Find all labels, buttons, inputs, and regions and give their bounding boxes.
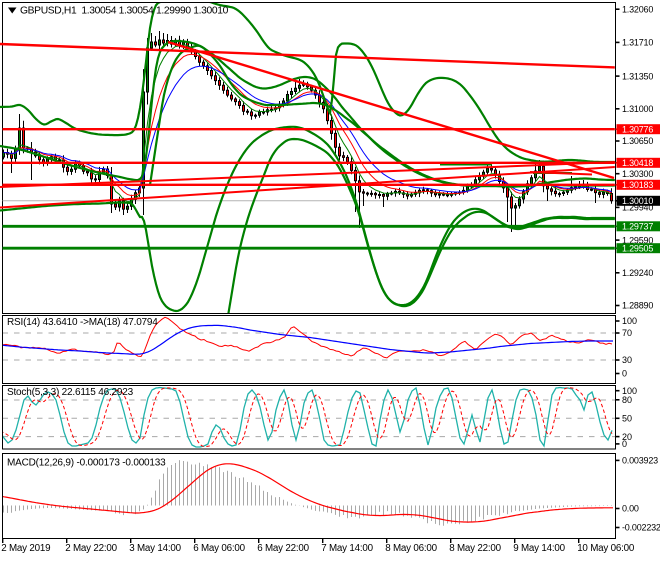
svg-text:1.29737: 1.29737	[622, 222, 653, 232]
svg-text:MACD(12,26,9) -0.000173 -0.000: MACD(12,26,9) -0.000173 -0.000133	[7, 458, 166, 469]
svg-text:8 May 06:00: 8 May 06:00	[385, 543, 437, 554]
svg-text:0: 0	[622, 439, 627, 449]
svg-text:GBPUSD,H1 1.30054 1.30054 1.2: GBPUSD,H1 1.30054 1.30054 1.29990 1.3001…	[20, 6, 229, 17]
svg-text:6 May 22:00: 6 May 22:00	[257, 543, 309, 554]
svg-text:7 May 14:00: 7 May 14:00	[321, 543, 373, 554]
svg-text:1.30300: 1.30300	[622, 169, 653, 179]
svg-text:8 May 22:00: 8 May 22:00	[449, 543, 501, 554]
svg-text:1.31000: 1.31000	[622, 104, 653, 114]
svg-text:9 May 14:00: 9 May 14:00	[513, 543, 565, 554]
svg-text:1.29240: 1.29240	[622, 268, 653, 278]
svg-text:100: 100	[622, 316, 637, 326]
svg-text:1.30650: 1.30650	[622, 136, 653, 146]
svg-text:RSI(14) 43.6410 ->MA(18) 47.0: RSI(14) 43.6410 ->MA(18) 47.0794	[7, 317, 158, 328]
svg-text:1.32060: 1.32060	[622, 4, 653, 14]
svg-text:1.29505: 1.29505	[622, 243, 653, 253]
svg-text:Stoch(5,3,3) 22.6115 46.2923: Stoch(5,3,3) 22.6115 46.2923	[7, 387, 134, 398]
svg-text:0: 0	[622, 369, 627, 379]
svg-text:1.31710: 1.31710	[622, 38, 653, 48]
svg-text:1.30010: 1.30010	[622, 196, 653, 206]
svg-text:1.30776: 1.30776	[622, 124, 653, 134]
svg-text:0.003923: 0.003923	[622, 456, 658, 466]
svg-text:30: 30	[622, 355, 632, 365]
svg-text:80: 80	[622, 395, 632, 405]
svg-text:6 May 06:00: 6 May 06:00	[193, 543, 245, 554]
svg-text:70: 70	[622, 328, 632, 338]
svg-text:0.00: 0.00	[622, 504, 639, 514]
svg-text:50: 50	[622, 414, 632, 424]
svg-text:-0.002232: -0.002232	[622, 523, 660, 533]
svg-text:1.28890: 1.28890	[622, 301, 653, 311]
svg-text:2 May 2019: 2 May 2019	[1, 543, 50, 554]
svg-text:10 May 06:00: 10 May 06:00	[577, 543, 635, 554]
svg-text:2 May 22:00: 2 May 22:00	[65, 543, 117, 554]
svg-text:3 May 14:00: 3 May 14:00	[129, 543, 181, 554]
svg-text:1.30183: 1.30183	[622, 180, 653, 190]
svg-text:1.30418: 1.30418	[622, 158, 653, 168]
svg-text:1.31350: 1.31350	[622, 71, 653, 81]
